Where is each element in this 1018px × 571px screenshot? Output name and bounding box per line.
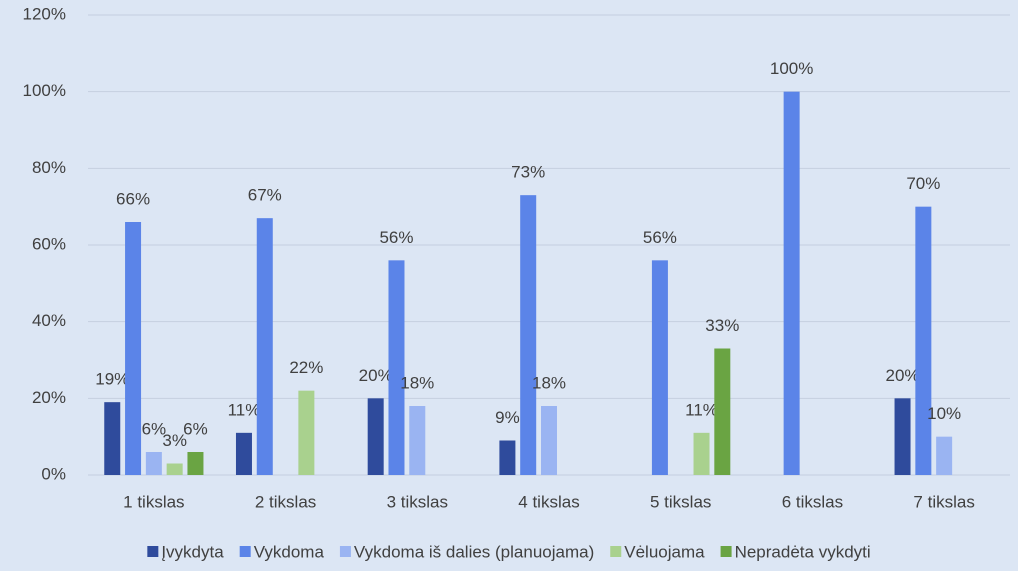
- data-label: 3%: [162, 431, 187, 450]
- data-label: 11%: [685, 400, 718, 419]
- legend-swatch: [239, 546, 251, 557]
- data-label: 11%: [228, 400, 261, 419]
- data-label: 56%: [643, 228, 677, 247]
- legend-swatch: [339, 546, 351, 557]
- bar: [298, 390, 315, 475]
- data-label: 33%: [705, 316, 739, 335]
- bar: [187, 452, 204, 475]
- legend-swatch: [720, 546, 732, 557]
- bar: [145, 452, 162, 475]
- y-tick-label: 0%: [41, 464, 66, 483]
- data-label: 22%: [289, 358, 323, 377]
- data-label: 10%: [927, 404, 961, 423]
- data-label: 9%: [495, 408, 520, 427]
- data-label: 6%: [183, 419, 208, 438]
- data-label: 56%: [379, 228, 413, 247]
- x-tick-label: 1 tikslas: [123, 492, 184, 511]
- bar: [409, 406, 426, 475]
- data-label: 70%: [906, 174, 940, 193]
- y-tick-label: 120%: [23, 4, 66, 23]
- bar: [651, 260, 668, 475]
- legend-label: Įvykdyta: [161, 542, 224, 561]
- bar: [499, 440, 516, 475]
- y-tick-label: 80%: [32, 158, 66, 177]
- bar: [125, 222, 142, 475]
- legend-swatch: [610, 546, 622, 557]
- x-tick-label: 3 tikslas: [387, 492, 448, 511]
- x-tick-label: 6 tikslas: [782, 492, 843, 511]
- data-label: 66%: [116, 189, 150, 208]
- data-label: 20%: [359, 366, 393, 385]
- bar: [693, 432, 710, 475]
- legend-label: Nepradėta vykdyti: [735, 542, 871, 561]
- data-label: 6%: [142, 419, 167, 438]
- data-label: 67%: [248, 186, 282, 205]
- legend-swatch: [147, 546, 159, 557]
- bar: [783, 91, 800, 476]
- x-tick-label: 5 tikslas: [650, 492, 711, 511]
- data-label: 73%: [511, 163, 545, 182]
- data-label: 18%: [400, 373, 434, 392]
- bar: [936, 436, 953, 475]
- data-label: 19%: [95, 370, 129, 389]
- x-tick-label: 2 tikslas: [255, 492, 316, 511]
- legend-label: Vykdoma: [254, 542, 325, 561]
- legend-label: Vėluojama: [624, 542, 705, 561]
- y-tick-label: 20%: [32, 388, 66, 407]
- bar: [541, 406, 557, 475]
- legend-label: Vykdoma iš dalies (planuojama): [354, 542, 594, 561]
- bar: [166, 463, 183, 475]
- bar: [520, 195, 537, 475]
- bar: [104, 402, 121, 475]
- bar: [894, 398, 911, 475]
- y-tick-label: 100%: [23, 81, 66, 100]
- bar: [256, 218, 273, 475]
- data-label: 100%: [770, 59, 813, 78]
- data-label: 18%: [532, 373, 566, 392]
- bar: [235, 432, 252, 475]
- bar: [714, 348, 731, 475]
- y-tick-label: 40%: [32, 311, 66, 330]
- data-label: 20%: [886, 366, 920, 385]
- y-tick-label: 60%: [32, 234, 66, 253]
- x-tick-label: 7 tikslas: [913, 492, 974, 511]
- bar: [915, 206, 932, 475]
- bar: [367, 398, 384, 475]
- x-tick-label: 4 tikslas: [518, 492, 579, 511]
- bar: [388, 260, 405, 475]
